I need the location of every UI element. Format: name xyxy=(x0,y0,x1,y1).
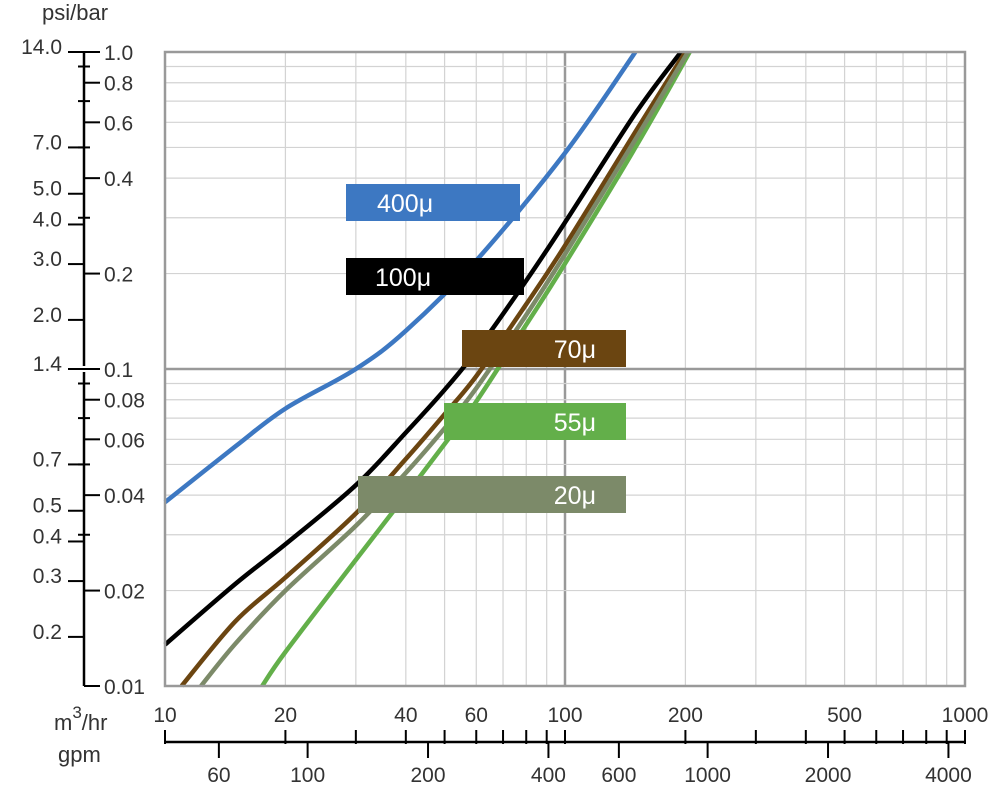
psi-tick-label: 0.7 xyxy=(33,448,62,471)
x-unit-label: m3/hr xyxy=(54,703,107,735)
legend-label-100u: 100μ xyxy=(375,264,431,292)
legend-swatch-100u xyxy=(346,258,524,295)
gpm-tick-label: 400 xyxy=(531,764,566,787)
bar-tick-label: 0.1 xyxy=(104,359,133,382)
legend-label-70u: 70μ xyxy=(554,336,596,364)
bar-tick-label: 0.4 xyxy=(104,168,134,191)
bottom-axis: 10 20 40 60 100 200 500 1000 60 100 200 400 600 1000 2… xyxy=(153,704,988,787)
plot-border xyxy=(163,50,967,688)
psi-tick-label: 0.2 xyxy=(33,621,62,644)
x-unit-superscript: 3 xyxy=(72,703,81,722)
x-tick-label: 10 xyxy=(153,704,176,727)
gpm-tick-label: 60 xyxy=(207,764,230,787)
x-unit-rest: /hr xyxy=(82,710,108,735)
psi-tick-label: 7.0 xyxy=(33,131,62,154)
x-tick-label: 200 xyxy=(668,704,703,727)
grid xyxy=(165,52,965,686)
psi-tick-label: 4.0 xyxy=(33,208,62,231)
x-tick-label: 20 xyxy=(274,704,297,727)
y-unit-label: psi/bar xyxy=(42,0,108,25)
x-tick-label: 40 xyxy=(394,704,417,727)
bar-tick-label: 0.01 xyxy=(104,676,145,699)
x-unit-base: m xyxy=(54,710,72,735)
gpm-tick-label: 100 xyxy=(290,764,325,787)
x-tick-label: 60 xyxy=(465,704,488,727)
bar-tick-label: 0.02 xyxy=(104,581,145,604)
legend-swatch-55u xyxy=(444,403,626,440)
psi-tick-label: 0.3 xyxy=(33,565,62,588)
gpm-tick-label: 4000 xyxy=(925,764,972,787)
legend-swatch-400u xyxy=(346,184,520,221)
psi-tick-label: 14.0 xyxy=(21,36,62,59)
bar-tick-label: 0.2 xyxy=(104,264,133,287)
bar-tick-label: 0.8 xyxy=(104,73,133,96)
psi-tick-label: 1.4 xyxy=(33,353,63,376)
bar-tick-label: 0.06 xyxy=(104,429,145,452)
x-tick-label: 100 xyxy=(547,704,582,727)
gpm-tick-label: 600 xyxy=(601,764,636,787)
psi-tick-label: 3.0 xyxy=(33,248,62,271)
left-axis: 1.0 0.8 0.6 0.4 0.2 0.1 0.08 0.06 0.04 0.02 0.01 14… xyxy=(21,36,145,699)
bar-tick-label: 0.04 xyxy=(104,485,145,508)
bar-tick-label: 0.6 xyxy=(104,112,133,135)
psi-tick-label: 5.0 xyxy=(33,178,62,201)
x-tick-label: 500 xyxy=(827,704,862,727)
legend-swatch-20u xyxy=(358,476,626,513)
x-tick-label: 1000 xyxy=(942,704,989,727)
bar-tick-label: 0.08 xyxy=(104,390,145,413)
legend-label-400u: 400μ xyxy=(377,190,433,218)
legend: 400μ 100μ 70μ 55μ 20μ xyxy=(346,184,626,513)
legend-swatch-70u xyxy=(462,330,626,367)
series-line-400u xyxy=(163,50,638,504)
bar-tick-label: 1.0 xyxy=(104,42,133,65)
psi-tick-label: 0.5 xyxy=(33,495,62,518)
legend-label-55u: 55μ xyxy=(554,409,596,437)
psi-tick-label: 0.4 xyxy=(33,525,63,548)
gpm-tick-label: 1000 xyxy=(684,764,731,787)
psi-tick-label: 2.0 xyxy=(33,304,62,327)
series-line-100u xyxy=(163,50,683,647)
gpm-tick-label: 2000 xyxy=(805,764,852,787)
gpm-unit-label: gpm xyxy=(58,742,101,767)
gpm-tick-label: 200 xyxy=(411,764,446,787)
legend-label-20u: 20μ xyxy=(554,482,596,510)
plot-frame xyxy=(163,50,967,688)
